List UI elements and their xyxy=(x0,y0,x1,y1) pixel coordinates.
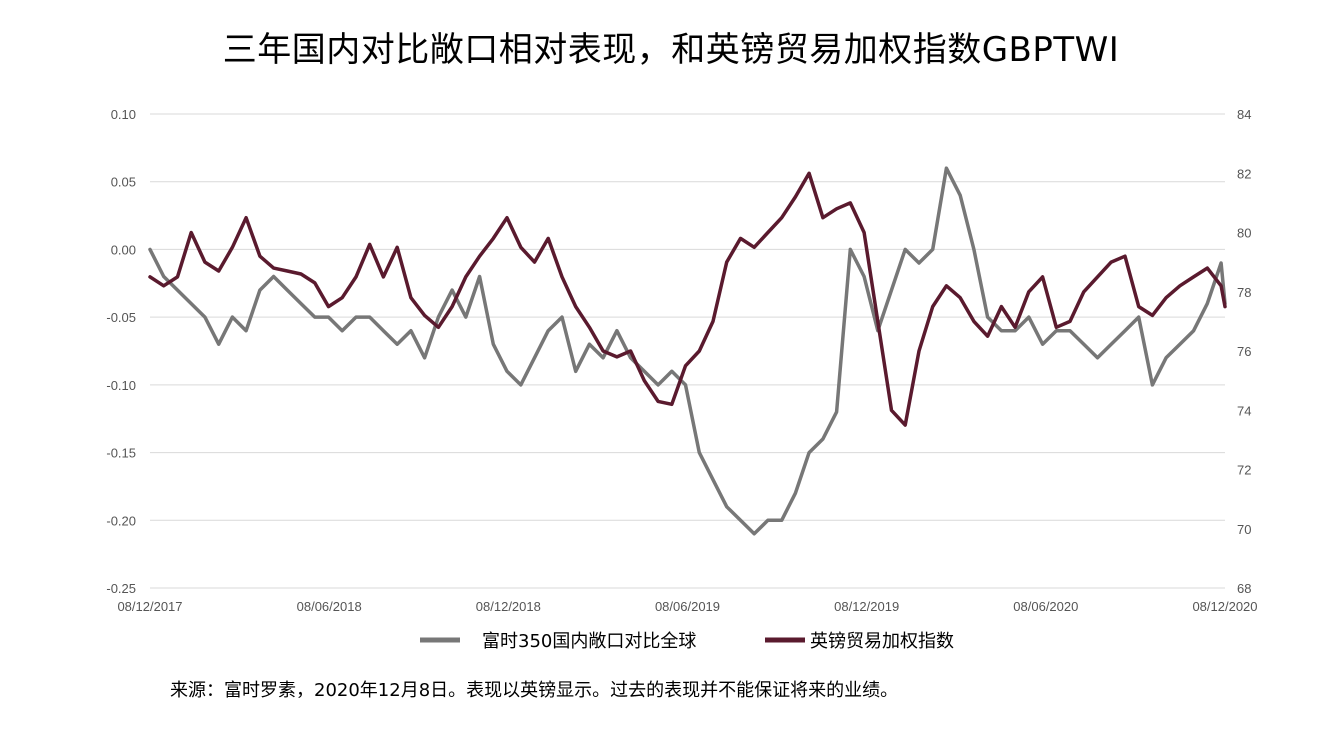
series-line-2 xyxy=(148,171,1227,427)
legend-label-series-2: 英镑贸易加权指数 xyxy=(810,631,954,652)
right-axis-tick-label: 68 xyxy=(1237,581,1251,596)
right-axis-tick-label: 84 xyxy=(1237,107,1251,122)
legend-label-series-1: 富时350国内敞口对比全球 xyxy=(482,631,696,652)
x-axis-tick-label: 08/12/2017 xyxy=(117,599,182,614)
right-axis-tick-label: 74 xyxy=(1237,403,1251,418)
x-axis-tick-label: 08/06/2019 xyxy=(655,599,720,614)
right-axis-tick-label: 76 xyxy=(1237,344,1251,359)
right-axis-tick-label: 80 xyxy=(1237,226,1251,241)
right-axis-tick-label: 78 xyxy=(1237,285,1251,300)
chart-title: 三年国内对比敞口相对表现，和英镑贸易加权指数GBPTWI xyxy=(222,30,1120,70)
x-axis-tick-label: 08/06/2020 xyxy=(1013,599,1078,614)
gridlines xyxy=(150,113,1225,589)
right-axis-tick-label: 72 xyxy=(1237,463,1251,478)
left-axis-tick-label: -0.15 xyxy=(106,446,136,461)
left-axis-tick-label: -0.25 xyxy=(106,581,136,596)
x-axis-tick-label: 08/06/2018 xyxy=(297,599,362,614)
x-axis-tick-labels: 08/12/2017 08/06/2018 08/12/2018 08/06/2019… xyxy=(117,599,1257,614)
right-axis-tick-label: 70 xyxy=(1237,522,1251,537)
left-axis-tick-label: -0.05 xyxy=(106,310,136,325)
left-axis-tick-label: 0.00 xyxy=(111,242,136,257)
x-axis-tick-label: 08/12/2019 xyxy=(834,599,899,614)
series-line-1 xyxy=(148,166,1227,536)
left-axis-tick-label: 0.05 xyxy=(111,175,136,190)
left-axis-tick-labels: 0.10 0.05 0.00 -0.05 -0.10 -0.15 -0.20 -0.25 xyxy=(106,107,136,596)
left-axis-tick-label: -0.20 xyxy=(106,513,136,528)
right-axis-tick-labels: 84 82 80 78 76 74 72 70 68 xyxy=(1237,107,1251,596)
x-axis-tick-label: 08/12/2018 xyxy=(476,599,541,614)
right-axis-tick-label: 82 xyxy=(1237,166,1251,181)
left-axis-tick-label: 0.10 xyxy=(111,107,136,122)
x-axis-tick-label: 08/12/2020 xyxy=(1192,599,1257,614)
legend: 富时350国内敞口对比全球 英镑贸易加权指数 xyxy=(420,631,954,652)
series-layer xyxy=(148,166,1227,536)
source-note: 来源：富时罗素，2020年12月8日。表现以英镑显示。过去的表现并不能保证将来的… xyxy=(170,680,899,701)
left-axis-tick-label: -0.10 xyxy=(106,378,136,393)
